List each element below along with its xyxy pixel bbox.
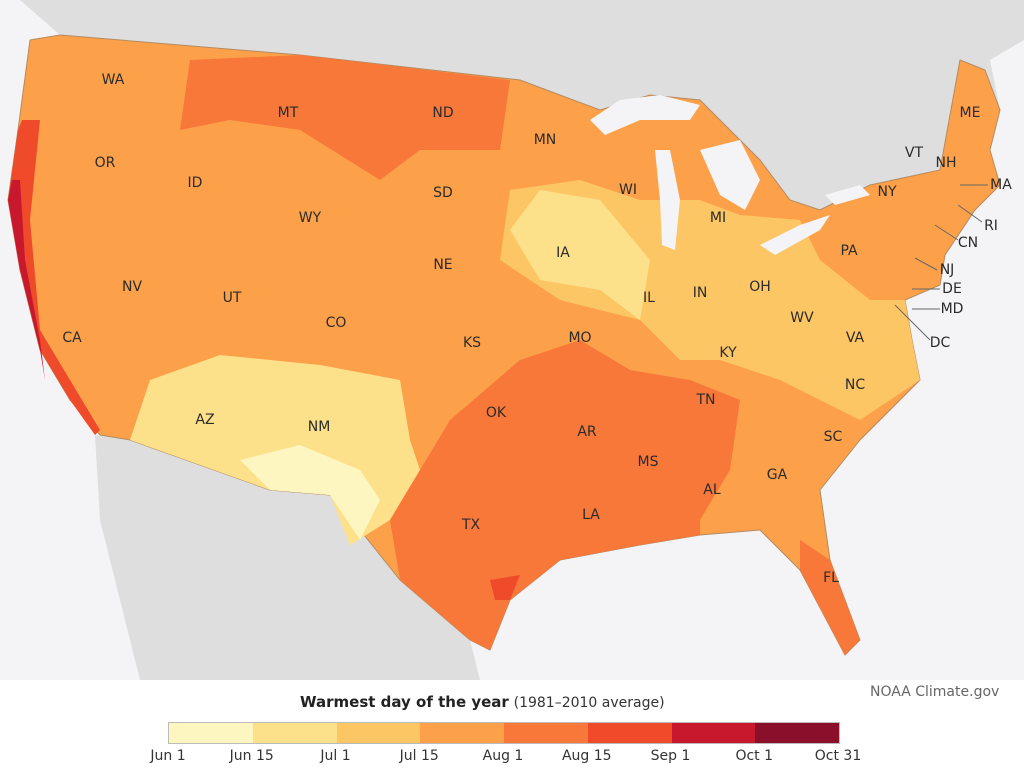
state-label-va: VA [845, 330, 865, 346]
state-label-vt: VT [904, 145, 924, 161]
state-label-il: IL [643, 290, 655, 306]
south-central-orange [390, 340, 740, 650]
lake-michigan [655, 150, 680, 250]
mexico [95, 435, 480, 680]
legend-swatch-1 [169, 723, 253, 743]
state-label-mt: MT [277, 105, 299, 121]
legend-swatch-6 [587, 723, 672, 743]
state-label-la: LA [582, 507, 600, 523]
state-label-ky: KY [719, 345, 737, 361]
legend-swatch-8 [755, 723, 839, 743]
legend-title-sub: (1981–2010 average) [513, 695, 665, 711]
southwest-lightest [240, 445, 380, 540]
legend-tick-label: Jul 15 [399, 748, 439, 764]
state-label-al: AL [703, 482, 721, 498]
legend-tick-label: Aug 1 [482, 748, 524, 764]
legend-tick-label: Jul 1 [320, 748, 351, 764]
state-label-ks: KS [462, 335, 482, 351]
state-label-nd: ND [432, 105, 454, 121]
state-label-md: MD [940, 301, 964, 317]
warmest-day-map [0, 0, 1024, 680]
ca-coast-darkred [8, 180, 45, 380]
lake-ontario [825, 185, 870, 205]
state-label-dc: DC [929, 335, 951, 351]
legend-tick-label: Oct 1 [735, 748, 774, 764]
legend-title-main: Warmest day of the year [300, 693, 509, 711]
state-label-tn: TN [696, 392, 716, 408]
state-label-tx: TX [461, 517, 481, 533]
state-label-wv: WV [790, 310, 814, 326]
legend-tick-label: Oct 31 [814, 748, 862, 764]
credit: NOAA Climate.gov [870, 684, 1000, 700]
great-lakes [590, 95, 870, 255]
state-label-az: AZ [195, 412, 215, 428]
legend-title: Warmest day of the year (1981–2010 avera… [300, 693, 665, 711]
lake-superior [590, 95, 700, 135]
legend-tick-label: Jun 1 [150, 748, 186, 764]
legend-tick-label: Aug 15 [561, 748, 612, 764]
tx-coast-red [490, 575, 520, 600]
state-label-ok: OK [485, 405, 507, 421]
state-label-id: ID [187, 175, 203, 191]
state-label-ga: GA [766, 467, 788, 483]
state-label-ny: NY [877, 184, 897, 200]
state-label-pa: PA [840, 243, 858, 259]
lake-huron [700, 140, 760, 210]
state-label-fl: FL [823, 570, 839, 586]
state-label-mi: MI [709, 210, 727, 226]
state-label-oh: OH [749, 279, 771, 295]
canada [0, 0, 1024, 210]
ca-coast-red [8, 120, 100, 435]
state-label-ms: MS [637, 454, 659, 470]
state-label-mn: MN [533, 132, 557, 148]
legend-tick-label: Sep 1 [650, 748, 691, 764]
state-label-nc: NC [844, 377, 866, 393]
legend-swatch-7 [671, 723, 756, 743]
florida-orange [800, 540, 860, 655]
state-label-ia: IA [556, 245, 570, 261]
state-label-ma: MA [990, 177, 1012, 193]
state-label-nj: NJ [939, 262, 955, 278]
legend-swatch-5 [504, 723, 588, 743]
legend-color-bar [168, 722, 840, 744]
state-label-mo: MO [568, 330, 592, 346]
north-plains-orange [180, 55, 510, 180]
state-label-ca: CA [62, 330, 82, 346]
state-label-sd: SD [433, 185, 453, 201]
state-label-wa: WA [101, 72, 125, 88]
state-label-or: OR [94, 155, 116, 171]
state-label-nm: NM [307, 419, 331, 435]
state-label-sc: SC [823, 429, 843, 445]
state-label-ne: NE [433, 257, 453, 273]
state-label-de: DE [942, 281, 962, 297]
region-fills [8, 55, 920, 655]
state-label-ri: RI [984, 218, 998, 234]
state-label-nv: NV [121, 279, 143, 295]
state-label-wy: WY [298, 210, 322, 226]
midwest-light [510, 190, 650, 320]
legend-swatch-3 [336, 723, 421, 743]
state-label-wi: WI [619, 182, 637, 198]
legend-tick-label: Jun 15 [229, 748, 274, 764]
state-label-me: ME [959, 105, 981, 121]
state-label-in: IN [692, 285, 708, 301]
state-label-ut: UT [222, 290, 242, 306]
legend-swatch-4 [420, 723, 504, 743]
state-label-nh: NH [935, 155, 957, 171]
state-label-ar: AR [577, 424, 597, 440]
legend-swatch-2 [252, 723, 337, 743]
state-label-co: CO [325, 315, 347, 331]
leader-lines [894, 184, 988, 341]
state-label-cn: CN [957, 235, 979, 251]
lake-erie [760, 215, 830, 255]
